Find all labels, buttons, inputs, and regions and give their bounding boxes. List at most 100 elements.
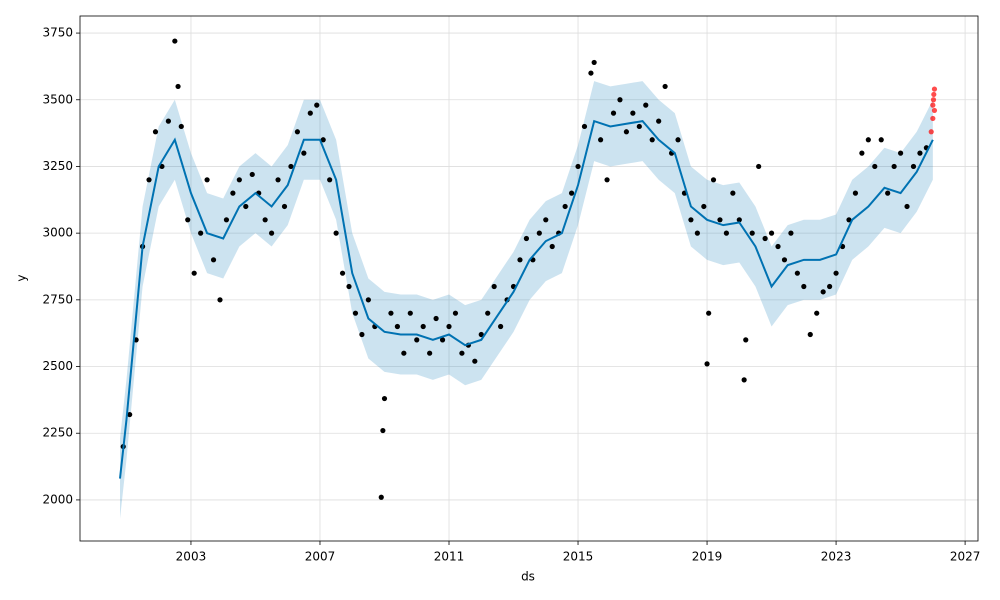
data-point — [452, 310, 459, 316]
data-point — [930, 115, 936, 122]
x-tick-label: 2007 — [305, 550, 336, 564]
y-tick-label: 3250 — [42, 159, 73, 173]
data-point — [478, 331, 484, 338]
y-tick-label: 2500 — [42, 359, 73, 373]
data-point — [446, 323, 452, 330]
data-point — [301, 150, 307, 156]
data-point — [872, 163, 878, 170]
data-point — [327, 177, 333, 183]
data-point — [781, 257, 788, 263]
data-point — [859, 150, 865, 156]
data-point — [380, 427, 386, 434]
x-tick-label: 2015 — [563, 550, 594, 564]
data-point — [885, 190, 891, 196]
data-point — [407, 310, 413, 316]
data-point — [339, 270, 346, 276]
data-point — [917, 150, 923, 156]
data-point — [852, 190, 859, 196]
data-point — [365, 297, 371, 303]
x-tick-label: 2011 — [434, 550, 465, 564]
y-tick-label: 2250 — [42, 426, 73, 440]
data-point — [723, 230, 730, 236]
x-tick-label: 2003 — [176, 550, 207, 564]
data-point — [268, 230, 275, 236]
data-point — [930, 102, 936, 108]
data-point — [217, 297, 223, 303]
data-point — [243, 203, 249, 210]
data-point — [656, 118, 662, 124]
data-point — [562, 203, 568, 210]
data-point — [814, 310, 820, 316]
data-point — [549, 243, 555, 250]
data-point — [741, 377, 747, 383]
data-point — [807, 331, 813, 338]
data-point — [346, 283, 352, 290]
y-tick-label: 2000 — [42, 492, 73, 506]
data-point — [768, 230, 775, 236]
data-point — [472, 358, 478, 364]
data-point — [165, 118, 171, 124]
data-point — [801, 283, 807, 290]
data-point — [643, 102, 649, 108]
data-point — [491, 283, 497, 290]
data-point — [930, 97, 937, 103]
uncertainty-band — [119, 81, 933, 519]
data-point — [897, 150, 904, 156]
data-point — [833, 270, 839, 276]
data-point — [706, 310, 712, 316]
data-point — [630, 110, 636, 116]
data-point — [191, 270, 197, 276]
data-point — [333, 230, 339, 236]
data-point — [636, 123, 642, 130]
data-point — [394, 323, 400, 330]
data-point — [878, 137, 884, 143]
forecast-line — [119, 119, 934, 479]
data-point — [581, 123, 588, 130]
y-tick-label: 2750 — [42, 292, 73, 306]
data-point — [617, 97, 623, 103]
x-tick-label: 2027 — [950, 550, 981, 564]
data-point — [910, 163, 917, 170]
data-point — [388, 310, 394, 316]
data-point — [294, 129, 301, 135]
data-point — [288, 163, 294, 170]
data-point — [762, 235, 768, 242]
data-point — [198, 230, 204, 236]
data-point — [178, 123, 184, 130]
x-tick-label: 2019 — [692, 550, 723, 564]
data-point — [865, 137, 871, 143]
y-tick-label: 3000 — [42, 226, 73, 240]
data-point — [249, 171, 255, 178]
data-point — [775, 243, 781, 250]
data-point — [381, 395, 388, 402]
data-point — [730, 190, 736, 196]
y-tick-label: 3500 — [42, 92, 73, 106]
data-point — [320, 137, 326, 143]
data-point — [891, 163, 897, 170]
data-point — [210, 257, 217, 263]
data-point — [688, 217, 694, 223]
data-point — [275, 177, 281, 183]
data-point — [931, 107, 938, 114]
data-point — [146, 177, 152, 183]
plot-frame — [79, 15, 979, 542]
data-point — [604, 177, 610, 183]
plot-area — [119, 38, 938, 519]
data-point — [523, 235, 530, 242]
data-point — [223, 217, 230, 223]
data-point — [701, 203, 707, 210]
data-point — [127, 411, 133, 418]
data-point — [204, 177, 210, 183]
data-point — [575, 163, 581, 170]
data-point — [401, 350, 407, 356]
data-point — [820, 289, 826, 295]
data-point — [185, 217, 191, 223]
data-point — [359, 331, 365, 338]
data-point — [459, 350, 465, 356]
data-point — [262, 217, 268, 223]
data-point — [498, 323, 504, 330]
data-point — [717, 217, 723, 223]
data-point — [610, 110, 617, 116]
data-point — [172, 38, 178, 44]
